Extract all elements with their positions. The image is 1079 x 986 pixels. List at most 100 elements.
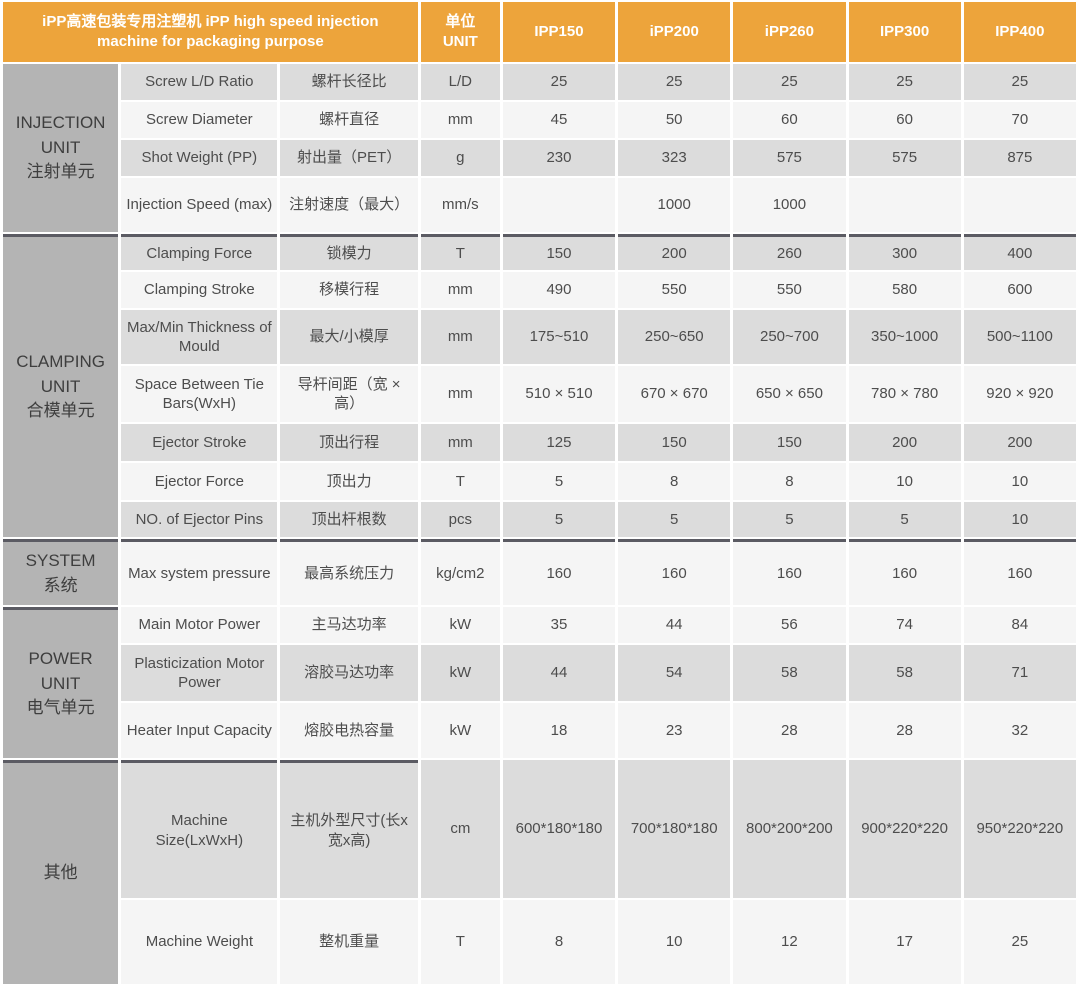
spec-row: SYSTEM 系统 Max system pressure 最高系统压力 kg/cm2 1… (3, 539, 1076, 605)
section-label-injection-unit: INJECTION UNIT 注射单元 (3, 64, 119, 232)
spec-value-ipp150: 5 (502, 463, 616, 500)
spec-row: Machine Weight 整机重量 T 8 10 12 17 25 (3, 900, 1076, 984)
spec-value-ipp200: 5 (618, 502, 731, 537)
spec-value-ipp150: 44 (502, 645, 616, 701)
section-label-power-unit: POWER UNIT 电气单元 (3, 607, 119, 758)
unit-header-zh: 单位 (445, 12, 476, 30)
column-header-ipp260: iPP260 (733, 2, 846, 62)
spec-value-ipp200: 8 (618, 463, 731, 500)
spec-value-ipp300: 780 × 780 (848, 366, 961, 422)
spec-row: Space Between Tie Bars(WxH) 导杆间距（宽 × 高） mm… (3, 366, 1076, 422)
spec-name-en: Screw Diameter (121, 102, 278, 138)
spec-name-zh: 整机重量 (280, 900, 418, 984)
table-header-row: iPP高速包装专用注塑机 iPP high speed injection ma… (3, 2, 1076, 62)
spec-value-ipp150: 25 (502, 64, 616, 100)
spec-value-ipp400: 25 (963, 900, 1076, 984)
spec-value-ipp150: 18 (502, 703, 616, 758)
spec-value-ipp150: 510 × 510 (502, 366, 616, 422)
spec-value-ipp400: 32 (963, 703, 1076, 758)
spec-name-en: NO. of Ejector Pins (121, 502, 278, 537)
spec-name-zh: 锁模力 (280, 234, 418, 270)
column-header-ipp200: iPP200 (618, 2, 731, 62)
spec-value-ipp260: 56 (733, 607, 846, 643)
column-header-ipp150: IPP150 (502, 2, 616, 62)
section-label-zh: 系统 (43, 575, 78, 595)
spec-value-ipp150: 490 (502, 272, 616, 308)
spec-name-zh: 主机外型尺寸(长x宽x高) (280, 760, 418, 898)
spec-value-ipp200: 200 (618, 234, 731, 270)
spec-value-ipp200: 44 (618, 607, 731, 643)
spec-value-ipp200: 550 (618, 272, 731, 308)
spec-value-ipp300: 160 (848, 539, 961, 605)
spec-value-ipp260: 550 (733, 272, 846, 308)
spec-name-zh: 顶出杆根数 (280, 502, 418, 537)
spec-value-ipp150 (502, 178, 616, 232)
spec-value-ipp260: 260 (733, 234, 846, 270)
spec-value-ipp400: 875 (963, 140, 1076, 176)
spec-row: Max/Min Thickness of Mould 最大/小模厚 mm 175~51… (3, 310, 1076, 364)
spec-value-ipp150: 175~510 (502, 310, 616, 364)
spec-unit: mm (420, 272, 500, 308)
spec-value-ipp200: 1000 (618, 178, 731, 232)
section-label-clamping-unit: CLAMPING UNIT 合模单元 (3, 234, 119, 537)
spec-value-ipp300: 58 (848, 645, 961, 701)
spec-value-ipp260: 60 (733, 102, 846, 138)
spec-name-en: Main Motor Power (121, 607, 278, 643)
spec-row: Clamping Stroke 移模行程 mm 490 550 550 580 600 (3, 272, 1076, 308)
spec-name-zh: 导杆间距（宽 × 高） (280, 366, 418, 422)
section-label-en: INJECTION UNIT (15, 113, 106, 157)
spec-value-ipp200: 10 (618, 900, 731, 984)
spec-value-ipp300: 28 (848, 703, 961, 758)
spec-value-ipp260: 150 (733, 424, 846, 461)
spec-row: Injection Speed (max) 注射速度（最大） mm/s 1000 100… (3, 178, 1076, 232)
spec-name-zh: 溶胶马达功率 (280, 645, 418, 701)
spec-name-zh: 射出量（PET） (280, 140, 418, 176)
spec-value-ipp150: 600*180*180 (502, 760, 616, 898)
spec-value-ipp400: 200 (963, 424, 1076, 461)
spec-value-ipp260: 1000 (733, 178, 846, 232)
spec-value-ipp150: 8 (502, 900, 616, 984)
spec-value-ipp200: 160 (618, 539, 731, 605)
spec-name-en: Space Between Tie Bars(WxH) (121, 366, 278, 422)
spec-name-zh: 最大/小模厚 (280, 310, 418, 364)
table-title: iPP高速包装专用注塑机 iPP high speed injection ma… (3, 2, 418, 62)
spec-row: NO. of Ejector Pins 顶出杆根数 pcs 5 5 5 5 10 (3, 502, 1076, 537)
spec-value-ipp400: 71 (963, 645, 1076, 701)
spec-value-ipp300: 900*220*220 (848, 760, 961, 898)
spec-value-ipp260: 28 (733, 703, 846, 758)
spec-name-en: Plasticization Motor Power (121, 645, 278, 701)
spec-name-zh: 主马达功率 (280, 607, 418, 643)
spec-unit: L/D (420, 64, 500, 100)
spec-name-en: Screw L/D Ratio (121, 64, 278, 100)
spec-name-zh: 最高系统压力 (280, 539, 418, 605)
spec-value-ipp260: 650 × 650 (733, 366, 846, 422)
spec-unit: mm/s (420, 178, 500, 232)
spec-row: Screw Diameter 螺杆直径 mm 45 50 60 60 70 (3, 102, 1076, 138)
spec-unit: pcs (420, 502, 500, 537)
section-label-zh: 合模单元 (26, 401, 95, 421)
spec-value-ipp150: 5 (502, 502, 616, 537)
spec-name-en: Ejector Stroke (121, 424, 278, 461)
spec-value-ipp300: 10 (848, 463, 961, 500)
spec-unit: kg/cm2 (420, 539, 500, 605)
section-label-en: CLAMPING UNIT (16, 352, 105, 396)
unit-header-en: UNIT (442, 33, 478, 50)
spec-name-en: Ejector Force (121, 463, 278, 500)
spec-value-ipp150: 230 (502, 140, 616, 176)
spec-value-ipp400: 10 (963, 502, 1076, 537)
spec-value-ipp400: 500~1100 (963, 310, 1076, 364)
section-label-zh: 电气单元 (26, 698, 95, 718)
spec-value-ipp400 (963, 178, 1076, 232)
spec-value-ipp200: 23 (618, 703, 731, 758)
spec-value-ipp400: 84 (963, 607, 1076, 643)
spec-unit: cm (420, 760, 500, 898)
spec-value-ipp300: 575 (848, 140, 961, 176)
spec-name-zh: 熔胶电热容量 (280, 703, 418, 758)
spec-name-en: Max system pressure (121, 539, 278, 605)
spec-row: Shot Weight (PP) 射出量（PET） g 230 323 575 575 875 (3, 140, 1076, 176)
spec-value-ipp400: 920 × 920 (963, 366, 1076, 422)
section-label-others: 其他 (3, 760, 119, 984)
spec-value-ipp150: 125 (502, 424, 616, 461)
section-label-en: POWER UNIT (28, 649, 93, 693)
